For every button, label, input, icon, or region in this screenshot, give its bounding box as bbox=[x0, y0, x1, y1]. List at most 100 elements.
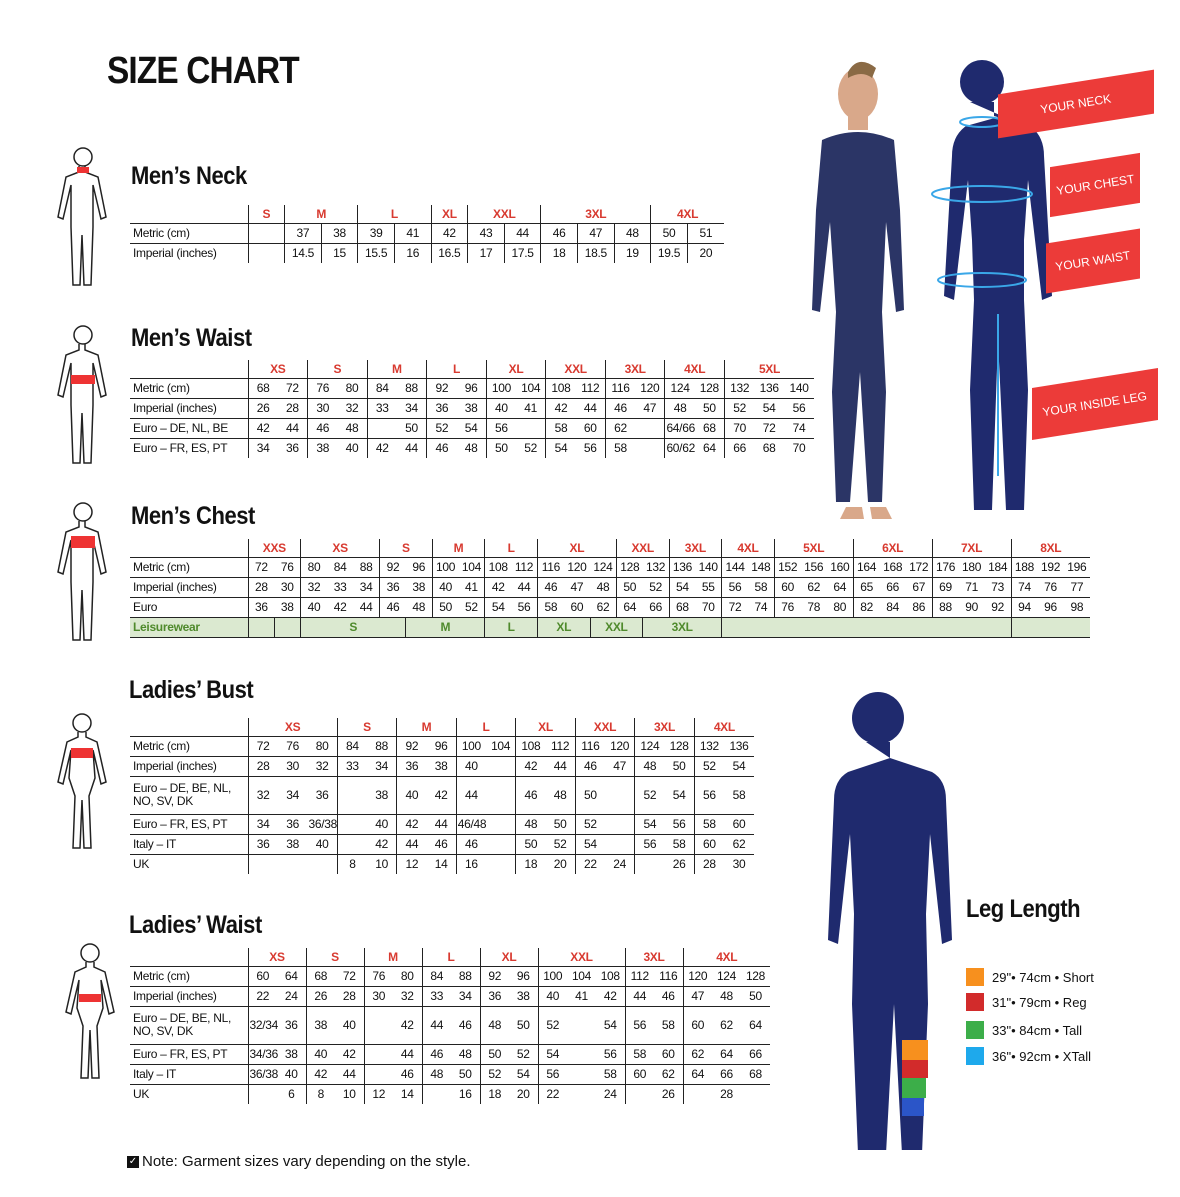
table-cell: 96 bbox=[456, 377, 487, 398]
legend-label: 29"• 74cm • Short bbox=[992, 969, 1094, 985]
table-cell: 70 bbox=[784, 437, 814, 458]
table-cell: 74 bbox=[1010, 576, 1038, 597]
table-cell: 47 bbox=[635, 397, 665, 418]
size-header: XXL bbox=[615, 539, 669, 557]
table-cell bbox=[567, 1005, 596, 1044]
table-cell: 64 bbox=[277, 965, 306, 986]
table-cell bbox=[307, 853, 338, 874]
table-cell: 50 bbox=[479, 1043, 509, 1064]
table-cell: 46 bbox=[307, 417, 338, 438]
table-cell: 48 bbox=[664, 397, 695, 418]
table-cell bbox=[605, 833, 635, 854]
table-cell: 94 bbox=[1010, 596, 1038, 617]
table-cell: 51 bbox=[686, 222, 724, 243]
legend-label: 31"• 79cm • Reg bbox=[992, 994, 1087, 1010]
table-cell: 17.5 bbox=[503, 242, 541, 263]
table-cell: 52 bbox=[509, 1043, 538, 1064]
table-cell: 33 bbox=[421, 985, 451, 1006]
table-cell bbox=[363, 1005, 393, 1044]
table-cell: 82 bbox=[852, 596, 880, 617]
table-cell: 36 bbox=[479, 985, 509, 1006]
table-cell: 43 bbox=[467, 222, 505, 243]
table-cell: 64 bbox=[826, 576, 854, 597]
table-cell: 12 bbox=[396, 853, 427, 874]
table-cell: 46 bbox=[379, 596, 406, 617]
table-cell: 52 bbox=[458, 596, 485, 617]
table-cell: 98 bbox=[1063, 596, 1090, 617]
table-cell: 34 bbox=[277, 775, 308, 814]
table-cell: 164 bbox=[852, 556, 880, 577]
table-cell: 55 bbox=[695, 576, 722, 597]
table-cell: 184 bbox=[984, 556, 1012, 577]
table-cell: 80 bbox=[307, 735, 338, 756]
table-cell: 176 bbox=[931, 556, 959, 577]
table-cell bbox=[605, 775, 635, 814]
ladies-bust-title: Ladies’ Bust bbox=[129, 676, 254, 704]
table-cell: 65 bbox=[852, 576, 880, 597]
table-cell: 128 bbox=[615, 556, 643, 577]
legend-swatch bbox=[966, 1021, 984, 1039]
table-cell: 33 bbox=[366, 397, 397, 418]
size-header: XS bbox=[300, 539, 380, 557]
table-cell: 60 bbox=[247, 965, 277, 986]
size-header: 5XL bbox=[724, 360, 814, 378]
table-cell: 42 bbox=[326, 596, 354, 617]
table-cell: 68 bbox=[305, 965, 335, 986]
table-cell: 66 bbox=[642, 596, 669, 617]
table-cell: 67 bbox=[905, 576, 933, 597]
table-cell: 46 bbox=[536, 576, 564, 597]
row-label: Euro – DE, NL, BE bbox=[130, 417, 248, 438]
size-header: XXL bbox=[467, 205, 541, 223]
row-label: UK bbox=[130, 1083, 248, 1104]
table-cell: 96 bbox=[405, 556, 433, 577]
table-cell: 30 bbox=[363, 985, 393, 1006]
legend-item: 31"• 79cm • Reg bbox=[966, 993, 1087, 1011]
table-cell: 60 bbox=[563, 596, 591, 617]
table-cell: 40 bbox=[431, 576, 459, 597]
table-cell: 60 bbox=[682, 1005, 712, 1044]
legend-label: 36"• 92cm • XTall bbox=[992, 1048, 1091, 1064]
table-cell: 50 bbox=[451, 1063, 480, 1084]
legend-item: 33"• 84cm • Tall bbox=[966, 1021, 1082, 1039]
table-cell: 77 bbox=[1063, 576, 1090, 597]
table-cell: 58 bbox=[747, 576, 775, 597]
table-row: Imperial (inches) 28 30 32 33 34 36 38 40 41 42 44 4… bbox=[130, 576, 1090, 597]
table-cell: 41 bbox=[516, 397, 546, 418]
leisurewear-cell bbox=[247, 616, 275, 638]
table-cell: 48 bbox=[515, 813, 546, 834]
table-cell: 58 bbox=[624, 1043, 654, 1064]
table-cell: 28 bbox=[277, 397, 308, 418]
size-header: 3XL bbox=[668, 539, 722, 557]
table-cell: 42 bbox=[247, 417, 278, 438]
table-cell: 48 bbox=[451, 1043, 480, 1064]
table-cell: 56 bbox=[511, 596, 538, 617]
table-cell: 104 bbox=[516, 377, 546, 398]
table-cell: 47 bbox=[605, 755, 635, 776]
table-cell bbox=[624, 1083, 654, 1104]
table-cell: 52 bbox=[634, 775, 665, 814]
table-cell: 15 bbox=[320, 242, 358, 263]
table-cell: 20 bbox=[509, 1083, 538, 1104]
row-label: Metric (cm) bbox=[130, 556, 248, 577]
table-cell: 92 bbox=[396, 735, 427, 756]
mens-waist-table: XS S M L XL XXL 3XL 4XL 5XL Metric (cm) 68 72 76 80 84… bbox=[130, 360, 814, 458]
table-cell: 52 bbox=[537, 1005, 567, 1044]
table-cell: 88 bbox=[367, 735, 397, 756]
table-row: Euro 36 38 40 42 44 46 48 50 52 54 56 58 60 62 64 66 68 70… bbox=[130, 596, 1090, 617]
table-cell: 24 bbox=[605, 853, 635, 874]
leg-band-reg bbox=[902, 1060, 928, 1078]
table-cell: 47 bbox=[576, 222, 615, 243]
table-cell: 26 bbox=[654, 1083, 683, 1104]
table-cell: 15.5 bbox=[357, 242, 395, 263]
size-header: M bbox=[363, 948, 422, 966]
table-cell: 52 bbox=[545, 833, 576, 854]
table-cell: 64 bbox=[712, 1043, 741, 1064]
size-header: XL bbox=[430, 205, 468, 223]
table-cell: 50 bbox=[431, 596, 459, 617]
size-header: 7XL bbox=[931, 539, 1012, 557]
table-row: Metric (cm) 72 76 80 84 88 92 96 100 104 108 112 116… bbox=[130, 556, 1090, 577]
size-header: 4XL bbox=[650, 205, 724, 223]
table-cell: 70 bbox=[724, 417, 755, 438]
table-cell: 74 bbox=[747, 596, 775, 617]
table-cell bbox=[635, 437, 665, 458]
